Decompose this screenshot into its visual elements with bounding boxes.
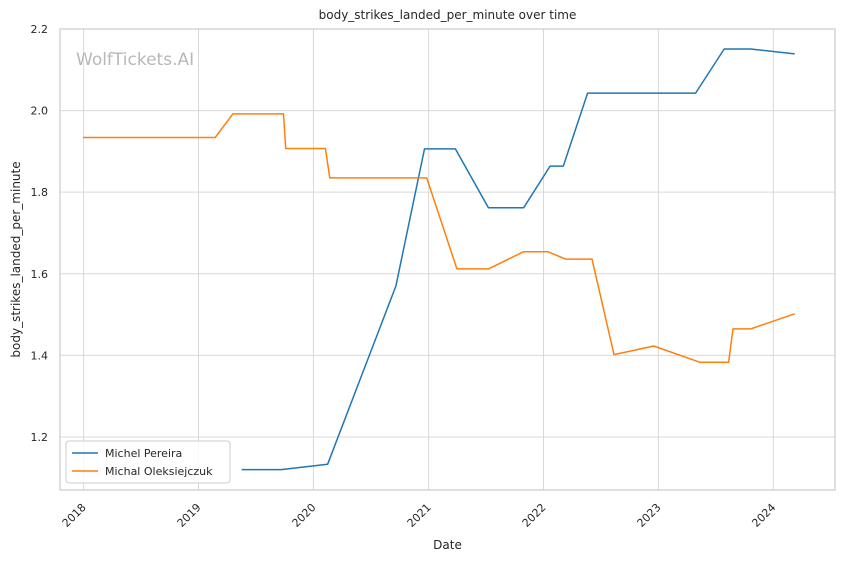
y-tick-label: 1.6 (31, 268, 49, 281)
x-tick-labels: 2018 2019 2020 2021 2022 2023 2024 (60, 501, 779, 530)
y-tick-label: 1.2 (31, 431, 49, 444)
watermark: WolfTickets.AI (76, 50, 194, 70)
x-tick-label: 2023 (635, 501, 664, 530)
x-tick-label: 2024 (749, 501, 778, 530)
legend-label: Michel Pereira (105, 447, 182, 460)
legend-label: Michal Oleksiejczuk (105, 465, 213, 478)
x-tick-label: 2019 (175, 501, 204, 530)
y-tick-labels: 1.2 1.4 1.6 1.8 2.0 2.2 (31, 23, 49, 444)
y-axis-label: body_strikes_landed_per_minute (9, 161, 23, 357)
series-lines (83, 48, 795, 471)
series-line-1 (83, 113, 795, 364)
y-tick-label: 1.8 (31, 186, 49, 199)
y-tick-label: 2.0 (31, 105, 49, 118)
y-tick-label: 1.4 (31, 349, 49, 362)
x-tick-label: 2020 (290, 501, 319, 530)
y-tick-label: 2.2 (31, 23, 49, 36)
x-axis-label: Date (433, 538, 462, 552)
legend-box (65, 440, 231, 484)
plot-area (59, 28, 836, 491)
x-tick-label: 2022 (520, 501, 549, 530)
grid (60, 28, 835, 490)
series-line-0 (241, 48, 795, 471)
x-tick-label: 2021 (405, 501, 434, 530)
legend: Michel Pereira Michal Oleksiejczuk (65, 440, 231, 484)
chart-title: body_strikes_landed_per_minute over time (319, 8, 577, 22)
x-tick-label: 2018 (60, 501, 89, 530)
